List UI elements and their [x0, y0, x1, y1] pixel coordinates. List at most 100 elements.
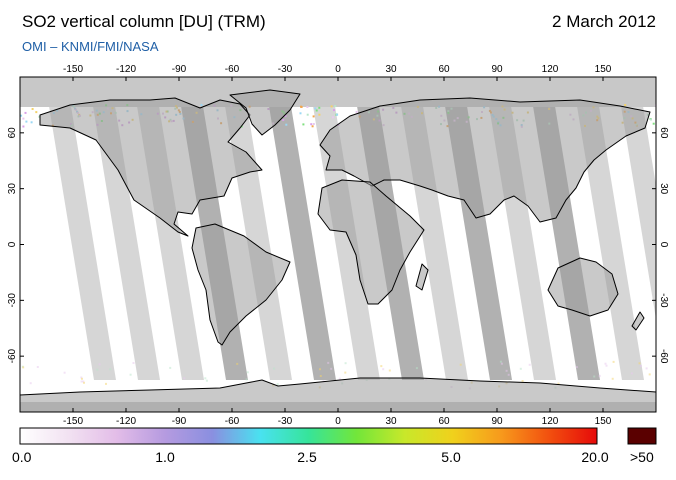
orbit-swath [268, 100, 336, 380]
speckle-pixel [388, 369, 391, 372]
speckle-pixel [306, 113, 309, 116]
speckle-pixel [521, 380, 524, 382]
speckle-pixel [382, 368, 385, 371]
speckle-pixel [319, 375, 322, 377]
speckle-pixel [327, 361, 330, 364]
speckle-pixel [380, 365, 383, 368]
speckle-pixel [344, 362, 347, 365]
speckle-pixel [314, 107, 317, 110]
lon-label-top: 120 [542, 64, 559, 75]
speckle-pixel [500, 362, 503, 365]
lon-label-top: -90 [172, 64, 187, 75]
africa-coast [317, 179, 425, 305]
north-america-coast [39, 97, 263, 237]
speckle-pixel [624, 104, 627, 106]
speckle-pixel [336, 113, 339, 116]
orbit-swath [92, 100, 160, 380]
speckle-pixel [318, 113, 321, 116]
speckle-pixel [236, 362, 239, 365]
antarctica-coast [20, 377, 656, 412]
speckle-pixel [598, 374, 601, 377]
speckle-pixel [132, 362, 135, 364]
speckle-pixel [605, 364, 608, 367]
colorbar-label-max: 20.0 [581, 449, 609, 465]
speckle-pixel [330, 105, 333, 108]
speckle-pixel [415, 367, 418, 370]
orbit-swath [576, 100, 644, 380]
speckle-pixel [22, 117, 25, 120]
lon-label-bottom: 150 [595, 416, 612, 427]
speckle-pixel [648, 373, 651, 376]
speckle-pixel [24, 111, 27, 114]
speckle-pixel [311, 125, 314, 128]
speckle-pixel [505, 369, 508, 372]
speckle-pixel [82, 380, 85, 383]
lon-label-bottom: 90 [491, 416, 503, 427]
speckle-pixel [557, 382, 560, 385]
speckle-pixel [284, 114, 287, 117]
speckle-pixel [649, 118, 652, 121]
speckle-pixel [499, 360, 502, 363]
speckle-pixel [35, 111, 38, 114]
lon-label-top: -30 [278, 64, 293, 75]
speckle-pixel [519, 367, 522, 370]
axis-ticks [20, 77, 656, 412]
speckle-pixel [612, 360, 615, 363]
speckle-pixel [299, 112, 302, 115]
lon-label-top: -150 [63, 64, 83, 75]
speckle-pixel [645, 367, 648, 370]
speckle-pixel [575, 366, 578, 369]
speckle-pixel [593, 375, 596, 378]
south-america-coast [191, 223, 291, 346]
speckle-pixel [282, 119, 285, 121]
lon-label-bottom: -150 [63, 416, 83, 427]
lon-label-top: 90 [491, 64, 503, 75]
colorbar-overflow-swatch [627, 427, 657, 445]
speckle-pixel [96, 368, 99, 371]
colorbar [19, 427, 598, 445]
speckle-pixel [63, 371, 66, 374]
madagascar-coast [415, 263, 429, 291]
speckle-pixel [205, 379, 208, 382]
speckle-pixel [246, 371, 249, 374]
australia-coast [547, 257, 619, 317]
coastlines [20, 89, 656, 412]
orbit-swath [48, 100, 116, 380]
colorbar-label-3: 5.0 [441, 449, 461, 465]
lon-label-top: 60 [438, 64, 450, 75]
speckle-pixel [20, 114, 23, 117]
lon-label-bottom: -30 [278, 416, 293, 427]
lat-label-right: 30 [658, 183, 669, 195]
lon-label-bottom: -90 [172, 416, 187, 427]
speckle-pixel [183, 377, 186, 380]
speckle-pixel [276, 383, 279, 386]
lat-label-left: 0 [7, 241, 18, 247]
speckle-pixel [302, 123, 305, 126]
lon-label-bottom: -60 [225, 416, 240, 427]
speckle-pixel [80, 380, 83, 383]
orbit-swath [620, 100, 656, 320]
axis-labels: -150 -150 -120 -120 -90 -90 -60 -60 -30 -30 0 0 30 30… [7, 64, 669, 427]
lat-label-left: 60 [7, 127, 18, 139]
lon-label-top: 30 [385, 64, 397, 75]
lon-label-bottom: 0 [335, 416, 341, 427]
speckle-pixel [109, 368, 112, 371]
speckle-pixel [333, 109, 335, 112]
speckle-pixel [245, 378, 248, 381]
greenland-coast [229, 89, 301, 136]
speckle-pixel [129, 373, 132, 376]
data-credit: OMI – KNMI/FMI/NASA [22, 39, 159, 54]
map-title: SO2 vertical column [DU] (TRM) [22, 12, 266, 31]
orbit-swath [664, 100, 676, 380]
speckle-pixel [528, 363, 531, 366]
speckle-pixel [80, 376, 83, 379]
speckle-pixel [22, 125, 25, 128]
colorbar-overflow-label: >50 [630, 449, 654, 465]
speckle-pixel [29, 382, 32, 385]
speckle-pixel [98, 363, 101, 366]
speckle-pixel [318, 106, 321, 109]
colorbar-label-2: 2.5 [297, 449, 317, 465]
colorbar-label-min: 0.0 [12, 449, 32, 465]
speckle-pixel [105, 382, 107, 385]
